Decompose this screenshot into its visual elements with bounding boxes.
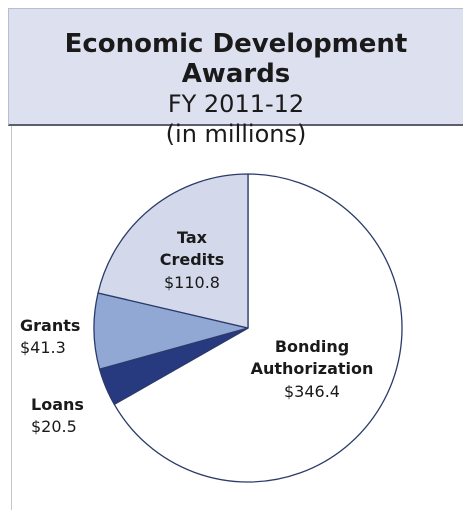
chart-subtitle-units: (in millions) — [165, 120, 307, 148]
slice-value-loans: $20.5 — [31, 417, 77, 436]
slice-label-bonding-line1: Bonding — [275, 337, 349, 356]
slice-value-tax: $110.8 — [164, 273, 220, 292]
pie-slice-bonding-authorization — [113, 173, 403, 483]
pie-slice-tax-credits — [97, 173, 249, 329]
slice-label-grants: Grants — [20, 316, 80, 335]
slice-label-tax-line1: Tax — [177, 228, 208, 247]
chart-subtitle-period: FY 2011-12 — [167, 90, 305, 118]
divider-line — [11, 126, 12, 510]
slice-label-tax-line2: Credits — [160, 250, 225, 269]
pie-slices — [93, 173, 403, 483]
chart-title-box: Economic Development Awards FY 2011-12 (… — [8, 8, 463, 148]
chart-title: Economic Development Awards — [64, 29, 408, 89]
slice-value-grants: $41.3 — [20, 338, 66, 357]
slice-label-loans: Loans — [31, 395, 84, 414]
slice-value-bonding: $346.4 — [284, 382, 340, 401]
slice-label-bonding-line2: Authorization — [251, 359, 374, 378]
